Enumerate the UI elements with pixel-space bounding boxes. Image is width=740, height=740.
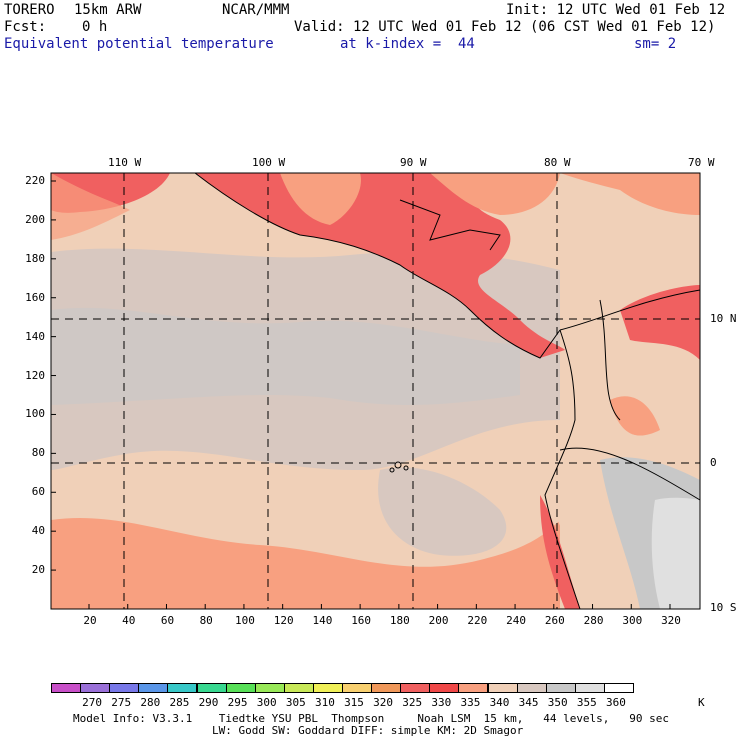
x-tick-label: 220 bbox=[467, 614, 488, 627]
x-tick-label: 300 bbox=[622, 614, 643, 627]
colorbar-label: 345 bbox=[518, 696, 539, 709]
x-tick-label: 20 bbox=[83, 614, 97, 627]
colorbar-swatch bbox=[574, 683, 605, 693]
colorbar-label: 280 bbox=[140, 696, 161, 709]
level-index: at k-index = 44 bbox=[340, 36, 475, 52]
y-tick-label: 60 bbox=[31, 485, 45, 499]
lon-label-110w: 110 W bbox=[108, 156, 142, 169]
lon-label-80w: 80 W bbox=[544, 156, 571, 169]
colorbar-unit: K bbox=[698, 696, 705, 709]
init-time: Init: 12 UTC Wed 01 Feb 12 bbox=[506, 2, 726, 18]
lat-lon-grid bbox=[51, 173, 700, 609]
x-tick-label: 80 bbox=[199, 614, 213, 627]
y-tick-label: 80 bbox=[31, 446, 45, 460]
colorbar-swatch bbox=[400, 683, 431, 693]
y-tick-label: 220 bbox=[25, 174, 45, 187]
colorbar-swatch bbox=[167, 683, 198, 693]
colorbar-swatch bbox=[516, 683, 547, 693]
plot-frame bbox=[50, 172, 701, 610]
y-tick-label: 160 bbox=[25, 290, 45, 304]
y-tick-label: 40 bbox=[31, 524, 45, 538]
lat-label-10n: 10 N bbox=[710, 312, 737, 325]
colorbar-label: 320 bbox=[373, 696, 394, 709]
valid-time: Valid: 12 UTC Wed 01 Feb 12 (06 CST Wed … bbox=[294, 19, 716, 35]
colorbar-swatch bbox=[80, 683, 111, 693]
colorbar-label: 335 bbox=[460, 696, 481, 709]
y-tick-label: 120 bbox=[25, 368, 45, 382]
y-tick-label: 100 bbox=[25, 407, 45, 421]
coastlines bbox=[194, 172, 701, 610]
forecast-hour: 0 h bbox=[82, 19, 108, 35]
colorbar-swatch bbox=[487, 683, 518, 693]
lat-label-0: 0 bbox=[710, 456, 717, 469]
colorbar-swatch bbox=[254, 683, 285, 693]
colorbar-swatch bbox=[196, 683, 227, 693]
colorbar-label: 270 bbox=[82, 696, 103, 709]
colorbar-swatch bbox=[283, 683, 314, 693]
x-tick-label: 280 bbox=[583, 614, 604, 627]
lon-label-90w: 90 W bbox=[400, 156, 427, 169]
x-tick-label: 60 bbox=[160, 614, 175, 627]
x-tick-label: 180 bbox=[389, 614, 410, 627]
model-info: Model Info: V3.3.1 Tiedtke YSU PBL Thomp… bbox=[73, 712, 670, 725]
lon-label-100w: 100 W bbox=[252, 156, 286, 169]
theta-e-field bbox=[51, 173, 700, 609]
x-tick-label: 260 bbox=[544, 614, 565, 627]
x-tick-label: 160 bbox=[351, 614, 372, 627]
y-tick-marks bbox=[51, 180, 56, 571]
model-resolution: 15km ARW bbox=[74, 2, 142, 18]
lat-label-10s: 10 S bbox=[710, 601, 737, 614]
forecast-label: Fcst: bbox=[4, 19, 47, 35]
y-tick-label: 200 bbox=[25, 212, 45, 226]
smoothing: sm= 2 bbox=[634, 36, 677, 52]
colorbar-swatch bbox=[429, 683, 460, 693]
colorbar-swatch bbox=[371, 683, 402, 693]
colorbar-label: 340 bbox=[489, 696, 510, 709]
x-tick-label: 100 bbox=[234, 614, 255, 627]
x-tick-label: 140 bbox=[312, 614, 333, 627]
colorbar-swatch bbox=[51, 683, 82, 693]
colorbar-label: 360 bbox=[605, 696, 626, 709]
colorbar-swatch bbox=[603, 683, 634, 693]
field-name: Equivalent potential temperature bbox=[4, 36, 274, 52]
organization: NCAR/MMM bbox=[222, 2, 290, 18]
colorbar-label: 300 bbox=[256, 696, 277, 709]
colorbar-label: 350 bbox=[547, 696, 568, 709]
lon-label-70w: 70 W bbox=[688, 156, 715, 169]
model-name: TORERO bbox=[4, 2, 55, 18]
colorbar-label: 290 bbox=[198, 696, 219, 709]
colorbar-label: 310 bbox=[314, 696, 335, 709]
colorbar-swatch bbox=[312, 683, 343, 693]
y-tick-label: 20 bbox=[31, 563, 45, 577]
colorbar-label: 355 bbox=[576, 696, 597, 709]
x-tick-label: 200 bbox=[428, 614, 449, 627]
colorbar-label: 305 bbox=[285, 696, 306, 709]
x-tick-label: 240 bbox=[506, 614, 526, 627]
x-tick-marks bbox=[88, 604, 671, 609]
colorbar-swatch bbox=[109, 683, 140, 693]
colorbar-label: 315 bbox=[344, 696, 364, 709]
colorbar-label: 275 bbox=[111, 696, 132, 709]
colorbar-swatch bbox=[342, 683, 373, 693]
y-tick-label: 140 bbox=[25, 329, 45, 343]
colorbar-label: 325 bbox=[402, 696, 423, 709]
y-tick-label: 180 bbox=[25, 251, 45, 265]
x-tick-label: 320 bbox=[661, 614, 681, 627]
colorbar-swatch bbox=[545, 683, 576, 693]
colorbar-swatch bbox=[138, 683, 169, 693]
x-tick-label: 120 bbox=[273, 614, 294, 627]
x-tick-label: 40 bbox=[122, 614, 136, 627]
physics-info: LW: Godd SW: Goddard DIFF: simple KM: 2D… bbox=[212, 724, 524, 737]
colorbar-swatch bbox=[225, 683, 256, 693]
colorbar-label: 330 bbox=[431, 696, 452, 709]
colorbar-label: 295 bbox=[227, 696, 248, 709]
colorbar-swatch bbox=[458, 683, 489, 693]
colorbar-label: 285 bbox=[169, 696, 190, 709]
